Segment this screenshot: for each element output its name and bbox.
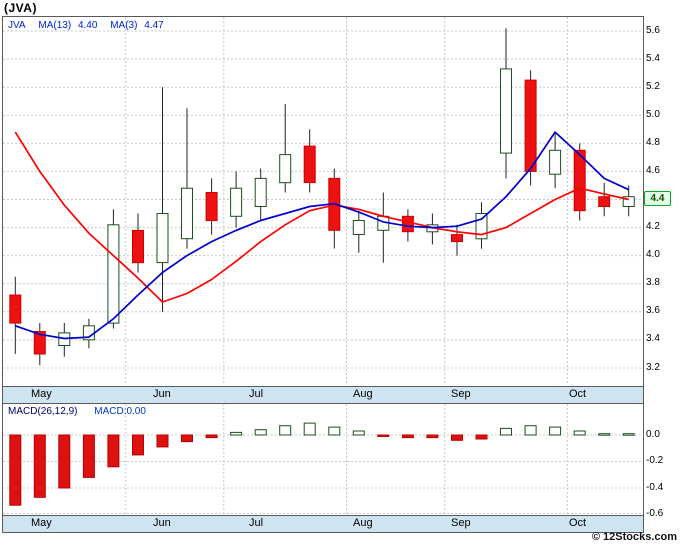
- month-label-sep: Sep: [451, 388, 471, 400]
- month-label-may: May: [31, 517, 52, 529]
- month-label-jul: Jul: [249, 388, 264, 400]
- price-axis-label: 4.2: [646, 221, 660, 233]
- price-axis-label: 5.4: [646, 52, 660, 64]
- price-axis-label: 5.6: [646, 24, 660, 36]
- month-label-jun: Jun: [153, 517, 171, 529]
- chart-legend: JVA MA(13) 4.40 MA(3) 4.47: [8, 20, 168, 31]
- month-label-jun: Jun: [153, 388, 171, 400]
- month-label-oct: Oct: [569, 517, 587, 529]
- macd-axis: 0.0 -0.2 -0.4 -0.6: [644, 403, 680, 521]
- legend-ma3-label: MA(3): [110, 20, 138, 31]
- price-axis-label: 4.6: [646, 164, 660, 176]
- month-label-sep: Sep: [451, 517, 471, 529]
- last-price-tag: 4.4: [644, 191, 671, 206]
- legend-symbol: JVA: [8, 20, 26, 31]
- candlestick-chart: [3, 17, 641, 385]
- month-axis-band-bottom: May Jun Jul Aug Sep Oct: [2, 515, 644, 533]
- price-axis-label: 3.6: [646, 305, 660, 317]
- macd-axis-label: -0.2: [646, 455, 664, 466]
- month-label-oct: Oct: [569, 388, 587, 400]
- month-label-jul: Jul: [249, 517, 264, 529]
- macd-value: MACD:0.00: [94, 406, 146, 417]
- month-label-aug: Aug: [353, 517, 373, 529]
- macd-axis-label: 0.0: [646, 428, 660, 440]
- price-axis-label: 3.4: [646, 333, 660, 345]
- macd-axis-label: -0.4: [646, 481, 664, 493]
- month-axis-band-top: May Jun Jul Aug Sep Oct: [2, 386, 644, 404]
- price-axis-label: 3.8: [646, 277, 660, 289]
- legend-ma13-value: 4.40: [77, 20, 98, 31]
- legend-ma3-value: 4.47: [144, 20, 164, 31]
- macd-histogram: [3, 404, 641, 514]
- legend-ma13-label: MA(13): [38, 20, 72, 31]
- price-axis-label: 4.0: [646, 249, 660, 261]
- macd-panel: MACD(26,12,9) MACD:0.00: [2, 403, 644, 517]
- macd-legend: MACD(26,12,9) MACD:0.00: [8, 406, 146, 417]
- month-label-may: May: [31, 388, 52, 400]
- price-chart-panel: JVA MA(13) 4.40 MA(3) 4.47: [2, 16, 644, 388]
- month-label-aug: Aug: [353, 388, 373, 400]
- price-axis-label: 5.0: [646, 108, 660, 120]
- macd-axis-label: -0.6: [646, 508, 664, 519]
- symbol-title: (JVA): [4, 1, 37, 15]
- price-axis: 5.6 5.4 5.2 5.0 4.8 4.6 4.4 4.2 4.0 3.8 3.6 3.4 3.2: [644, 16, 680, 388]
- brand-link[interactable]: © 12Stocks.com: [591, 531, 677, 543]
- macd-label: MACD(26,12,9): [8, 406, 78, 417]
- price-axis-label: 4.8: [646, 136, 660, 148]
- price-axis-label: 5.2: [646, 80, 660, 92]
- price-axis-label: 3.2: [646, 361, 660, 373]
